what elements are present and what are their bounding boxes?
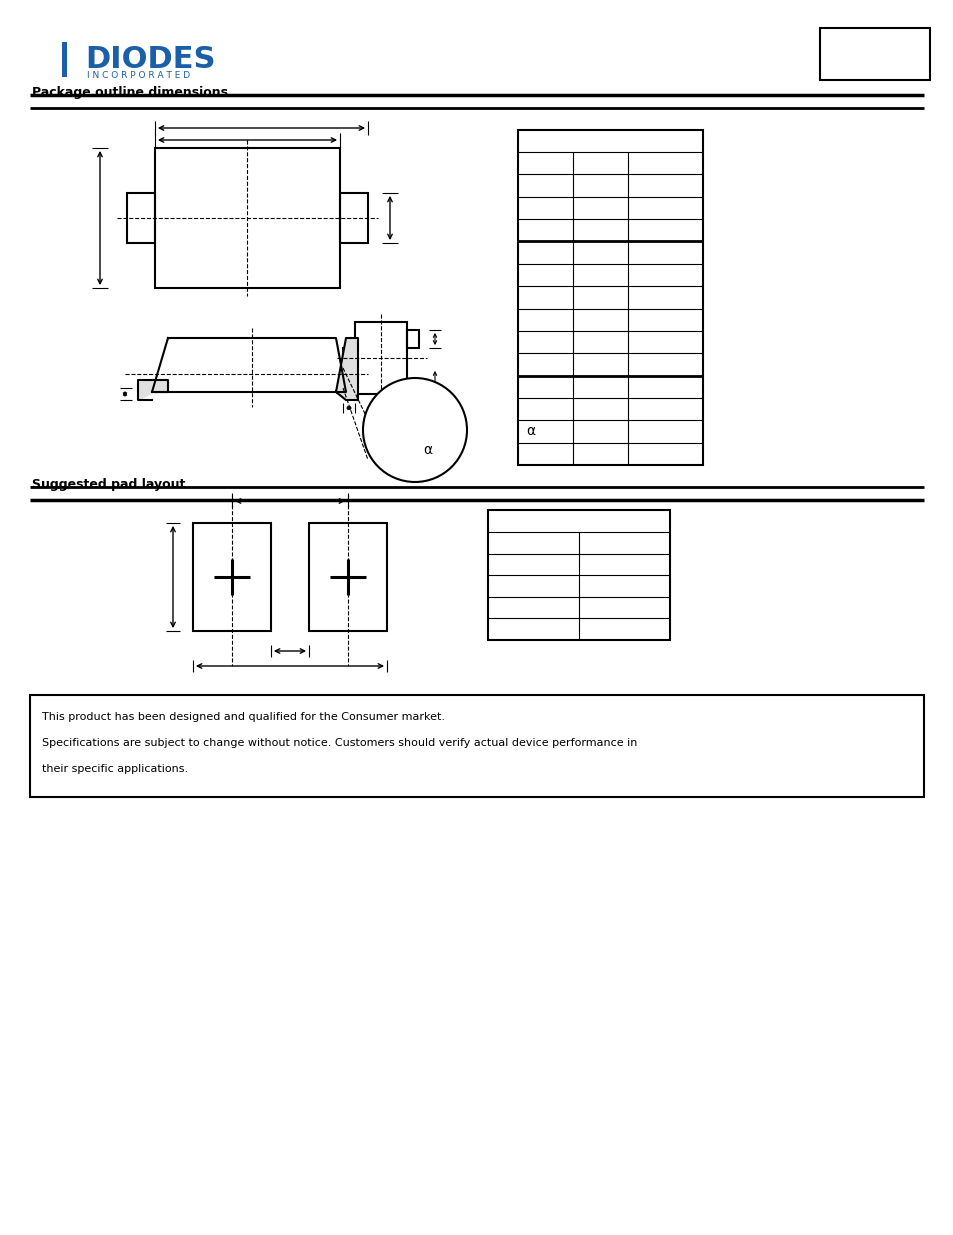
Bar xyxy=(127,193,154,243)
Text: α: α xyxy=(525,425,535,438)
Bar xyxy=(355,322,407,394)
Bar xyxy=(30,695,923,797)
Circle shape xyxy=(363,378,467,482)
Text: Suggested pad layout: Suggested pad layout xyxy=(32,478,185,492)
Polygon shape xyxy=(335,338,357,400)
Bar xyxy=(488,510,669,640)
Bar xyxy=(62,42,67,77)
Text: α: α xyxy=(422,443,432,457)
Bar xyxy=(517,130,702,466)
Polygon shape xyxy=(152,338,346,391)
Bar xyxy=(193,522,271,631)
Text: Specifications are subject to change without notice. Customers should verify act: Specifications are subject to change wit… xyxy=(42,739,637,748)
Polygon shape xyxy=(138,380,168,400)
Text: DIODES: DIODES xyxy=(85,44,215,74)
Bar xyxy=(343,348,355,368)
Text: I N C O R P O R A T E D: I N C O R P O R A T E D xyxy=(87,70,190,80)
Text: This product has been designed and qualified for the Consumer market.: This product has been designed and quali… xyxy=(42,713,444,722)
Text: Package outline dimensions: Package outline dimensions xyxy=(32,86,228,99)
Bar xyxy=(407,330,418,348)
Bar xyxy=(339,193,368,243)
Bar xyxy=(154,148,339,288)
Bar xyxy=(820,28,929,80)
Text: α: α xyxy=(384,403,392,416)
Text: their specific applications.: their specific applications. xyxy=(42,764,188,774)
Bar xyxy=(309,522,387,631)
